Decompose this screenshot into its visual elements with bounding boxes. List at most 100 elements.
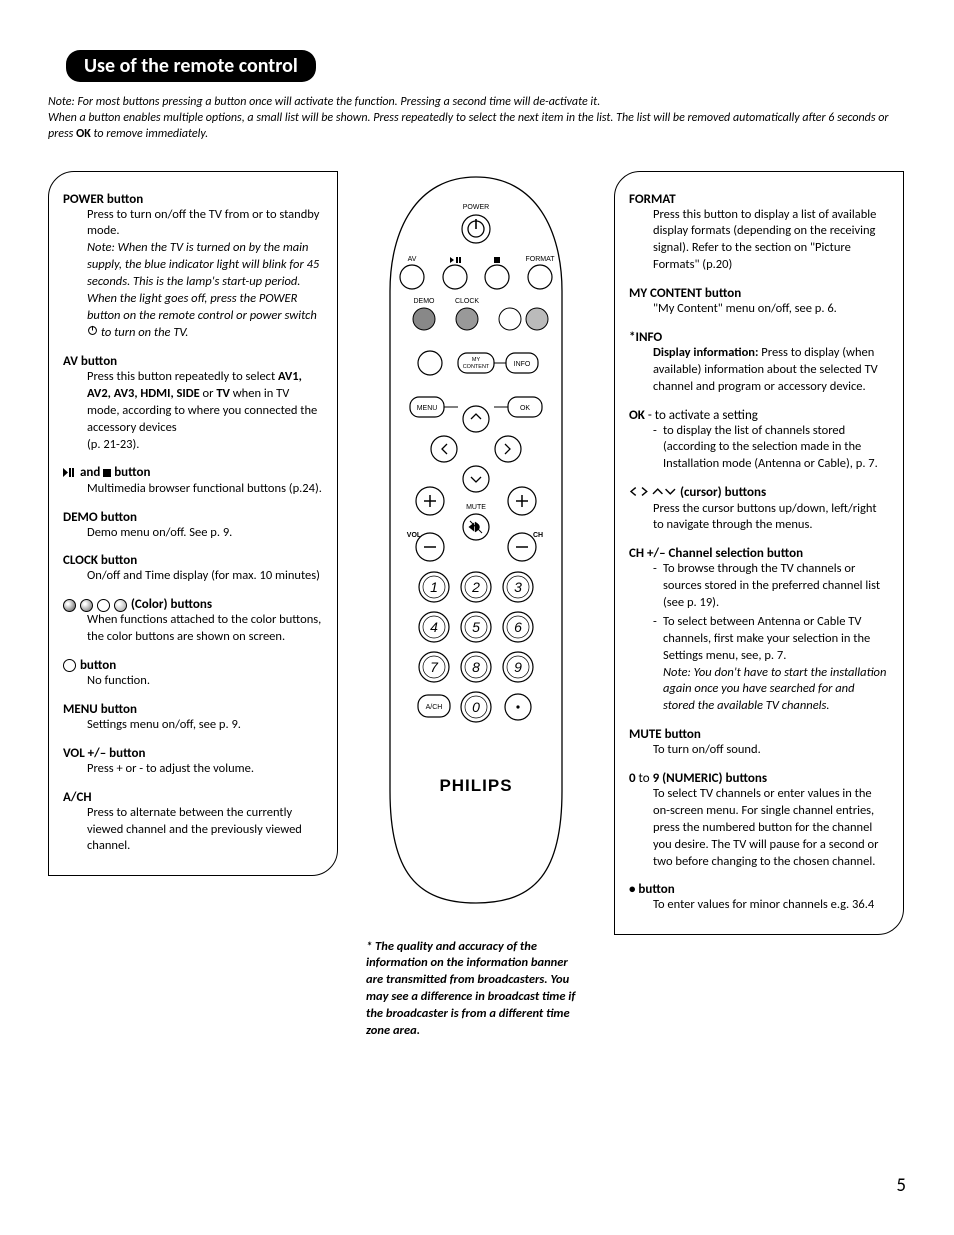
green-dot-icon: [80, 599, 93, 612]
numeric-body: To select TV channels or enter values in…: [629, 786, 889, 870]
svg-text:6: 6: [514, 619, 522, 635]
svg-text:INFO: INFO: [514, 361, 531, 368]
power-title: POWER button: [63, 192, 323, 207]
av-title: AV button: [63, 354, 323, 369]
svg-text:AV: AV: [408, 256, 417, 263]
svg-text:3: 3: [514, 579, 522, 595]
columns: POWER button Press to turn on/off the TV…: [48, 171, 906, 1040]
ach-title: A/CH: [63, 790, 323, 805]
section-ch: CH +/– Channel selection button To brows…: [629, 546, 889, 715]
section-playpause: and button Multimedia browser functional…: [63, 465, 323, 497]
left-column: POWER button Press to turn on/off the TV…: [48, 171, 338, 877]
svg-text:MY: MY: [472, 357, 481, 363]
av-body1: Press this button repeatedly to select: [87, 369, 278, 384]
svg-text:0: 0: [472, 699, 480, 715]
menu-title: MENU button: [63, 702, 323, 717]
av-mid: or: [200, 386, 217, 401]
section-ok: OK - to activate a setting to display th…: [629, 408, 889, 474]
cursor-arrows-icon: [629, 486, 677, 501]
vol-body: Press + or - to adjust the volume.: [63, 761, 323, 778]
vol-title: VOL +/– button: [63, 746, 323, 761]
svg-text:4: 4: [430, 619, 438, 635]
section-menu: MENU button Settings menu on/off, see p.…: [63, 702, 323, 734]
ch-note: Note: You don't have to start the instal…: [663, 665, 886, 714]
menu-body: Settings menu on/off, see p. 9.: [63, 717, 323, 734]
right-column: FORMAT Press this button to display a li…: [614, 171, 904, 936]
num-mid: to: [636, 771, 653, 786]
cursor-body: Press the cursor buttons up/down, left/r…: [629, 501, 889, 535]
intro-line1: Note: For most buttons pressing a button…: [48, 95, 600, 109]
mute-body: To turn on/off sound.: [629, 742, 889, 759]
power-note2: to turn on the TV.: [98, 325, 188, 340]
mute-title: MUTE button: [629, 727, 889, 742]
section-demo: DEMO button Demo menu on/off. See p. 9.: [63, 510, 323, 542]
playpause-body: Multimedia browser functional buttons (p…: [63, 481, 323, 498]
blank-title: button: [63, 658, 323, 673]
pp-and: and: [77, 465, 103, 480]
intro-ok: OK: [76, 127, 91, 141]
pp-suffix: button: [111, 465, 150, 480]
clock-body: On/off and Time display (for max. 10 min…: [63, 568, 323, 585]
section-ach: A/CH Press to alternate between the curr…: [63, 790, 323, 856]
svg-text:5: 5: [472, 619, 480, 635]
demo-title: DEMO button: [63, 510, 323, 525]
svg-text:CONTENT: CONTENT: [463, 364, 490, 370]
svg-text:MUTE: MUTE: [466, 504, 486, 511]
section-format: FORMAT Press this button to display a li…: [629, 192, 889, 275]
footnote: * The quality and accuracy of the inform…: [366, 939, 586, 1040]
svg-text:9: 9: [514, 659, 522, 675]
ok-suffix: - to activate a setting: [645, 408, 758, 423]
svg-text:POWER: POWER: [463, 204, 489, 211]
blank-body: No function.: [63, 673, 323, 690]
ch-li1: To browse through the TV channels or sou…: [653, 561, 889, 612]
section-vol: VOL +/– button Press + or - to adjust th…: [63, 746, 323, 778]
svg-text:MENU: MENU: [417, 405, 438, 412]
cursor-title-text: (cursor) buttons: [677, 485, 766, 500]
ch-title: CH +/– Channel selection button: [629, 546, 889, 561]
color-body: When functions attached to the color but…: [63, 612, 323, 646]
ok-li1: to display the list of channels stored (…: [653, 423, 889, 474]
mycontent-body: "My Content" menu on/off, see p. 6.: [629, 301, 889, 318]
av-body3: (p. 21-23).: [87, 437, 139, 452]
section-info: *INFO Display information: Press to disp…: [629, 330, 889, 396]
ach-body: Press to alternate between the currently…: [63, 805, 323, 856]
section-mycontent: MY CONTENT button "My Content" menu on/o…: [629, 286, 889, 318]
section-dot: • button To enter values for minor chann…: [629, 882, 889, 914]
svg-text:PHILIPS: PHILIPS: [439, 776, 512, 795]
numeric-title: 0 to 9 (NUMERIC) buttons: [629, 771, 889, 786]
color-title: (Color) buttons: [63, 597, 323, 612]
page-title: Use of the remote control: [66, 50, 316, 82]
circle-icon: [63, 659, 76, 672]
svg-text:DEMO: DEMO: [414, 298, 436, 305]
ch-li2: To select between Antenna or Cable TV ch…: [663, 614, 870, 663]
play-pause-icon: [63, 466, 77, 481]
svg-text:CH: CH: [533, 532, 543, 539]
svg-text:8: 8: [472, 659, 480, 675]
svg-text:2: 2: [471, 579, 480, 595]
power-note: Note: When the TV is turned on by the ma…: [87, 240, 319, 323]
num-b: 9 (NUMERIC) buttons: [653, 771, 768, 786]
mycontent-title: MY CONTENT button: [629, 286, 889, 301]
intro-note: Note: For most buttons pressing a button…: [48, 94, 906, 143]
cursor-title: (cursor) buttons: [629, 485, 889, 500]
intro-line2b: to remove immediately.: [91, 127, 208, 141]
red-dot-icon: [63, 599, 76, 612]
section-blank: button No function.: [63, 658, 323, 690]
section-clock: CLOCK button On/off and Time display (fo…: [63, 553, 323, 585]
remote-illustration: .rl { font-family: Arial, sans-serif; fo…: [366, 171, 586, 915]
blue-dot-icon: [114, 599, 127, 612]
section-av: AV button Press this button repeatedly t…: [63, 354, 323, 453]
section-cursor: (cursor) buttons Press the cursor button…: [629, 485, 889, 534]
section-numeric: 0 to 9 (NUMERIC) buttons To select TV ch…: [629, 771, 889, 870]
svg-text:CLOCK: CLOCK: [455, 298, 479, 305]
section-color: (Color) buttons When functions attached …: [63, 597, 323, 646]
demo-body: Demo menu on/off. See p. 9.: [63, 525, 323, 542]
remote-svg: .rl { font-family: Arial, sans-serif; fo…: [366, 171, 586, 911]
color-title-text: (Color) buttons: [131, 597, 212, 612]
av-bold2: TV: [216, 386, 230, 401]
power-body: Press to turn on/off the TV from or to s…: [87, 207, 319, 239]
svg-text:7: 7: [430, 659, 439, 675]
blank-title-text: button: [77, 658, 116, 673]
clock-title: CLOCK button: [63, 553, 323, 568]
svg-text:A/CH: A/CH: [426, 704, 443, 711]
